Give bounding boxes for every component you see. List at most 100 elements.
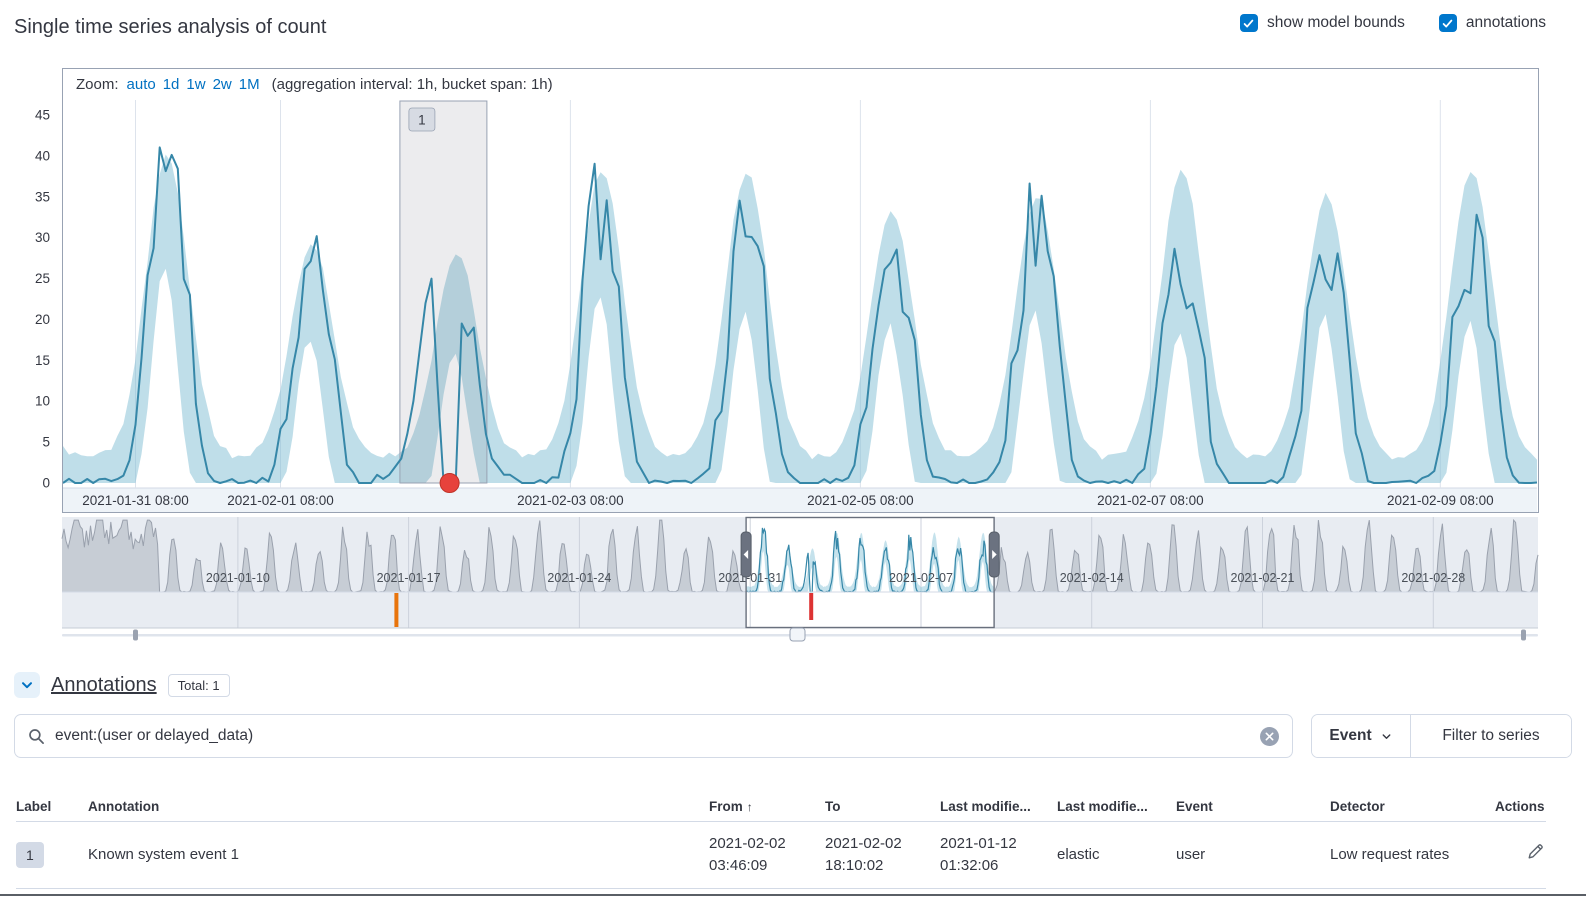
checkbox-checked-icon[interactable] <box>1438 14 1457 32</box>
column-header-event[interactable]: Event <box>1176 792 1330 822</box>
column-header-actions: Actions <box>1495 792 1546 822</box>
context-x-label: 2021-02-21 <box>1231 571 1295 585</box>
annotations-collapse-button[interactable] <box>14 672 40 698</box>
column-header-last-modified-at[interactable]: Last modifie... <box>940 792 1057 822</box>
context-x-label: 2021-02-14 <box>1060 571 1124 585</box>
clear-search-button[interactable] <box>1260 726 1279 746</box>
column-header-to[interactable]: To <box>825 792 940 822</box>
column-header-detector[interactable]: Detector <box>1330 792 1495 822</box>
x-axis-label: 2021-02-03 08:00 <box>517 493 624 508</box>
cell-label: 1 <box>16 821 88 889</box>
annotations-title[interactable]: Annotations <box>51 673 157 696</box>
scrollbar-left-handle[interactable] <box>133 629 138 641</box>
sort-ascending-icon: ↑ <box>746 800 753 814</box>
scrollbar-thumb[interactable] <box>789 627 806 642</box>
x-axis-label: 2021-02-05 08:00 <box>807 493 914 508</box>
zoom-option-1M[interactable]: 1M <box>238 76 260 93</box>
zoom-option-1w[interactable]: 1w <box>186 76 206 93</box>
context-anomaly-marker[interactable] <box>809 593 814 620</box>
chevron-down-icon <box>22 682 32 689</box>
page-title: Single time series analysis of count <box>14 16 327 38</box>
zoom-bar: Zoom: auto 1d 1w 2w 1M (aggregation interval… <box>76 76 553 93</box>
x-axis-label: 2021-02-07 08:00 <box>1097 493 1204 508</box>
brush-handle-arrow-icon <box>992 550 997 559</box>
annotations-search[interactable] <box>14 714 1293 758</box>
search-icon <box>29 728 44 744</box>
column-header-annotation[interactable]: Annotation <box>88 792 709 822</box>
value-line <box>62 146 1538 484</box>
annotation-band[interactable] <box>399 100 488 484</box>
scrollbar-right-handle[interactable] <box>1521 629 1526 641</box>
cell-annotation: Known system event 1 <box>88 821 709 889</box>
annotations-table: Label Annotation From ↑ To Last modifie..… <box>16 792 1546 889</box>
cell-detector: Low request rates <box>1330 821 1495 889</box>
main-chart-border <box>62 68 1539 513</box>
column-header-last-modified-by[interactable]: Last modifie... <box>1057 792 1176 822</box>
cell-event: user <box>1176 821 1330 889</box>
y-axis-label: 5 <box>42 435 50 450</box>
annotation-row[interactable]: 1 Known system event 1 2021-02-02 03:46:0… <box>16 821 1546 889</box>
annotation-band-label-badge[interactable] <box>408 107 436 132</box>
bottom-divider <box>0 894 1586 896</box>
context-x-label: 2021-01-31 <box>718 571 782 585</box>
show-model-bounds-label: show model bounds <box>1266 14 1405 31</box>
zoom-option-1d[interactable]: 1d <box>162 76 180 93</box>
cell-from: 2021-02-02 03:46:09 <box>709 821 825 889</box>
context-x-label: 2021-02-28 <box>1401 571 1465 585</box>
brush-handle-arrow-icon <box>743 550 749 559</box>
annotation-label-badge: 1 <box>16 841 44 868</box>
x-axis-label: 2021-01-31 08:00 <box>82 493 189 508</box>
cell-actions <box>1495 821 1546 889</box>
context-bounds-area <box>746 529 995 592</box>
y-axis-label: 0 <box>42 476 50 491</box>
y-axis-label: 40 <box>35 148 50 163</box>
pencil-icon <box>1528 844 1543 859</box>
column-header-label[interactable]: Label <box>16 792 88 822</box>
y-axis-label: 25 <box>35 271 50 286</box>
zoom-label: Zoom: <box>76 76 119 93</box>
column-header-from[interactable]: From ↑ <box>709 792 825 822</box>
close-icon <box>1265 732 1274 740</box>
zoom-option-auto[interactable]: auto <box>126 76 156 93</box>
zoom-options: auto 1d 1w 2w 1M <box>127 76 260 93</box>
zoom-option-2w[interactable]: 2w <box>212 76 232 93</box>
model-bounds-area <box>63 154 1537 483</box>
y-axis-label: 20 <box>35 312 50 327</box>
cell-last-modified-by: elastic <box>1057 821 1176 889</box>
y-axis-label: 35 <box>35 189 50 204</box>
y-axis-label: 15 <box>35 353 50 368</box>
annotations-search-input[interactable] <box>55 727 1260 745</box>
context-x-label: 2021-01-17 <box>377 571 441 585</box>
timeseries-chart[interactable]: 2021-01-31 08:00 2021-02-01 08:00 2021-02-… <box>0 68 1586 650</box>
annotations-toggle-label: annotations <box>1465 14 1546 31</box>
aggregation-info: (aggregation interval: 1h, bucket span: … <box>271 76 553 93</box>
cell-last-modified-at: 2021-01-12 01:32:06 <box>940 821 1057 889</box>
checkbox-checked-icon[interactable] <box>1239 14 1258 32</box>
y-axis-label: 30 <box>35 230 50 245</box>
brush-selection[interactable] <box>746 517 995 628</box>
context-series-area <box>62 520 1538 592</box>
chevron-down-icon <box>1382 733 1391 739</box>
chart-toggles: show model bounds annotations <box>1239 14 1546 32</box>
x-axis-band <box>63 488 1537 512</box>
edit-annotation-button[interactable] <box>1527 843 1544 863</box>
context-annotation-marker[interactable] <box>394 593 399 627</box>
context-x-label: 2021-01-10 <box>206 571 270 585</box>
x-axis-label: 2021-02-09 08:00 <box>1387 493 1494 508</box>
y-axis-label: 10 <box>35 394 50 409</box>
anomaly-marker[interactable] <box>439 473 460 493</box>
annotations-toolbar: Event Filter to series <box>14 714 1572 758</box>
table-header-row: Label Annotation From ↑ To Last modifie..… <box>16 792 1546 822</box>
context-x-label: 2021-01-24 <box>547 571 611 585</box>
x-axis-label: 2021-02-01 08:00 <box>227 493 334 508</box>
annotations-header: Annotations Total: 1 <box>14 672 230 698</box>
y-axis-label: 45 <box>35 108 50 123</box>
filter-to-series-button[interactable]: Filter to series <box>1411 715 1571 757</box>
annotations-filter-group: Event Filter to series <box>1311 714 1572 758</box>
annotations-total-badge: Total: 1 <box>167 673 230 697</box>
cell-to: 2021-02-02 18:10:02 <box>825 821 940 889</box>
annotations-checkbox[interactable]: annotations <box>1438 14 1546 32</box>
annotation-band-label: 1 <box>418 113 426 128</box>
event-filter-button[interactable]: Event <box>1312 715 1411 757</box>
show-model-bounds-checkbox[interactable]: show model bounds <box>1239 14 1405 32</box>
